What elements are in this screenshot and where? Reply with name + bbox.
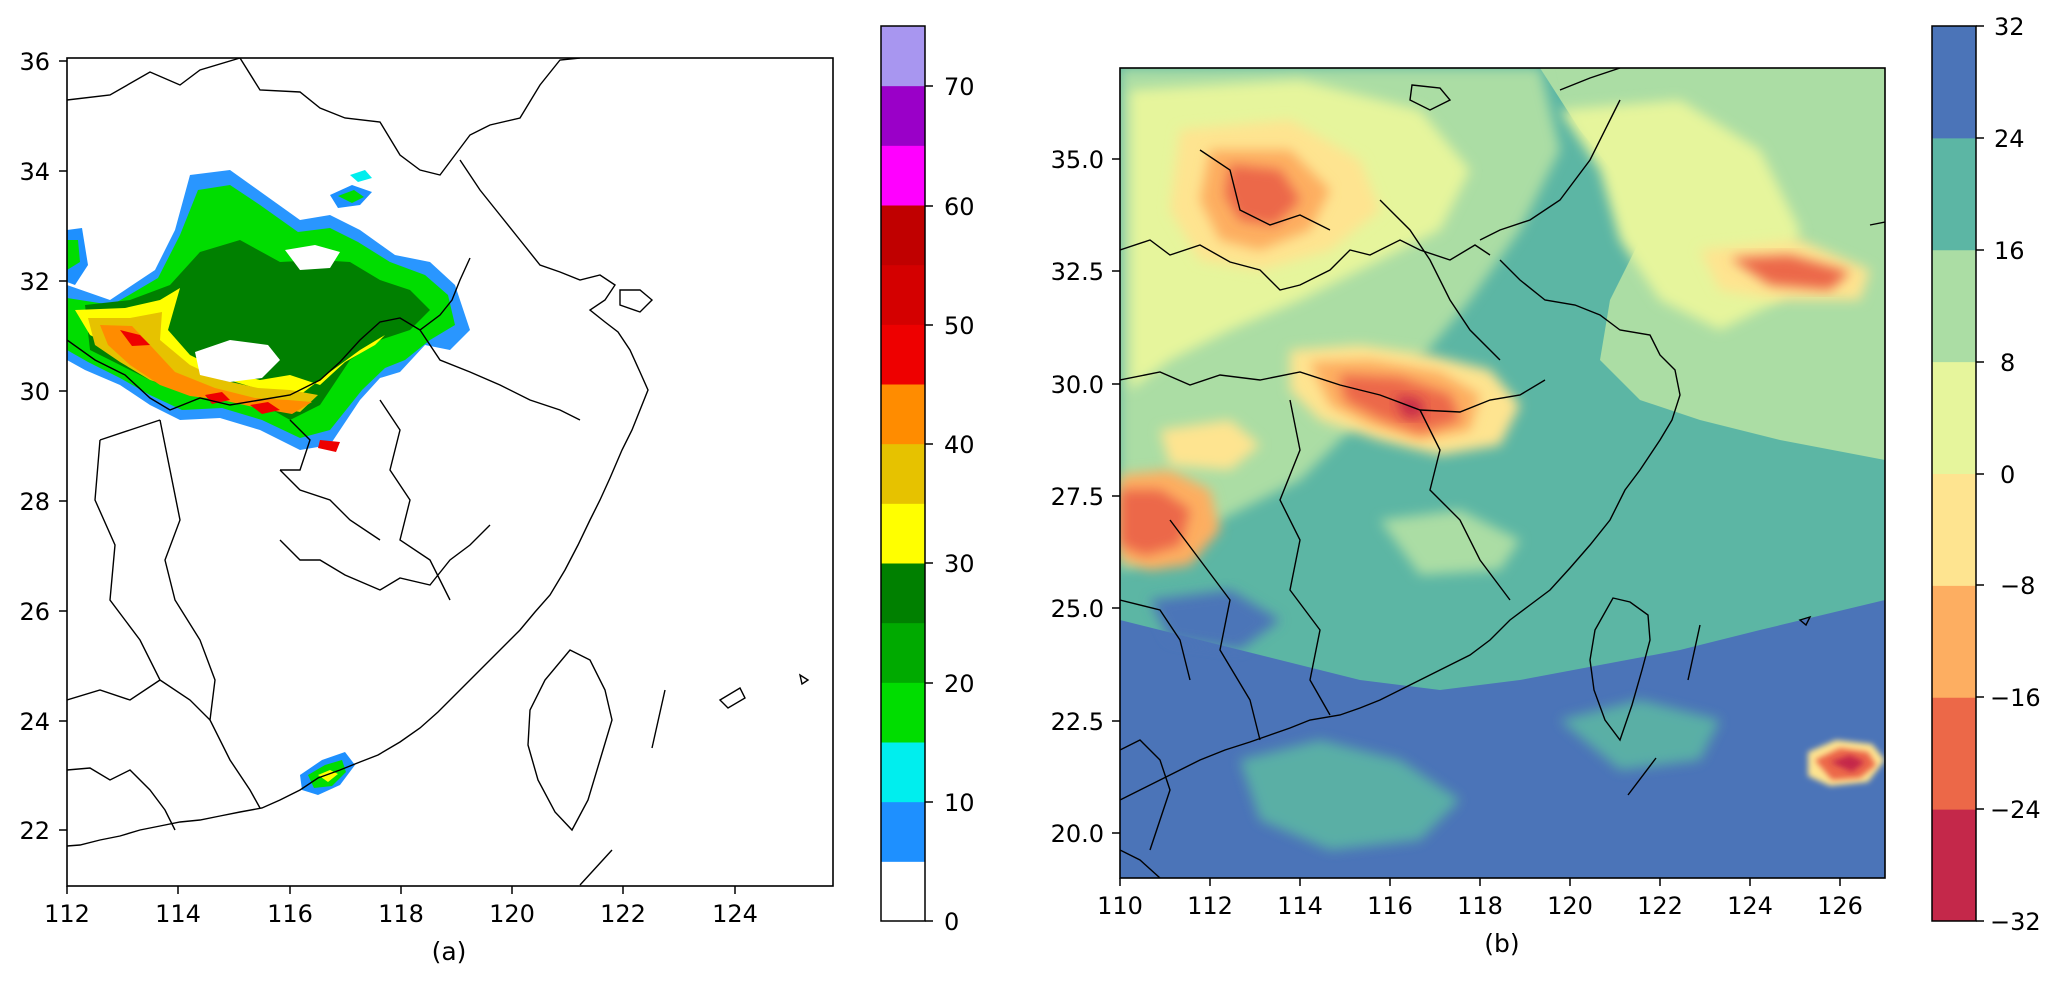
panel-a-y-axis [59,60,67,831]
panel-a-colorbar-segment [881,145,925,206]
panel-a-colorbar-segment [881,443,925,504]
panel-a-colorbar-segment [881,503,925,564]
panel-b-x-tick: 122 [1637,892,1683,920]
panel-b-y-axis [1112,158,1120,834]
panel-a-frame [66,57,834,887]
panel-b-x-tick: 120 [1547,892,1593,920]
panel-b-frame [1119,67,1886,879]
panel-a-y-tick: 34 [19,158,50,186]
panel-b-y-tick: 22.5 [1051,708,1104,736]
panel-a-colorbar-label: 60 [944,193,975,221]
panel-a-y-tick: 30 [19,378,50,406]
panel-b-x-tick: 118 [1457,892,1503,920]
panel-b-colorbar-segment [1932,249,1976,363]
panel-a-x-axis [66,886,736,894]
panel-b-y-tick: 20.0 [1051,820,1104,848]
panel-a-colorbar-segment [881,384,925,445]
panel-a: 112 114 116 118 120 122 124 22 24 26 28 … [19,25,975,966]
panel-b-x-tick: 116 [1367,892,1413,920]
brightness-temperature-field [1120,68,1885,878]
panel-a-colorbar-segment [881,563,925,624]
panel-b-x-tick: 110 [1097,892,1143,920]
panel-b-colorbar-segment [1932,585,1976,698]
panel-a-colorbar-segment [881,85,925,146]
panel-a-y-tick: 28 [19,488,50,516]
panel-a-boundaries [67,58,810,886]
panel-b-colorbar-label: 8 [2000,349,2015,377]
panel-a-colorbar: 0 10 20 30 40 50 60 70 [880,25,975,936]
panel-b-colorbar-label: −24 [1990,796,2041,824]
panel-a-y-tick: 32 [19,268,50,296]
panel-b-caption: (b) [1484,929,1519,958]
panel-b-y-tick: 30.0 [1051,371,1104,399]
panel-b-colorbar: −32 −24 −16 −8 0 8 16 24 32 [1931,13,2041,936]
panel-a-colorbar-segment [881,742,925,803]
panel-b-colorbar-segment [1932,473,1976,586]
panel-a-colorbar-label: 10 [944,789,975,817]
panel-a-colorbar-segment [881,205,925,266]
panel-b-colorbar-segment [1932,361,1976,474]
panel-b-colorbar-segment [1932,697,1976,810]
panel-b-y-tick: 35.0 [1051,146,1104,174]
radar-echo-field [67,170,470,795]
panel-b-colorbar-label: −8 [2000,572,2035,600]
panel-a-colorbar-label: 0 [944,908,959,936]
panel-b-x-tick: 124 [1727,892,1773,920]
panel-b-boundaries [1120,68,1885,878]
panel-b-colorbar-label: −32 [1990,908,2041,936]
panel-a-x-tick: 112 [44,900,90,928]
panel-b-x-tick: 126 [1817,892,1863,920]
panel-a-colorbar-label: 30 [944,550,975,578]
panel-b-map [1120,68,1885,878]
panel-a-colorbar-segment [881,26,925,87]
panel-b-colorbar-label: 16 [1994,237,2025,265]
panel-a-colorbar-segment [881,324,925,385]
panel-a-colorbar-segment [881,264,925,325]
panel-b-y-tick: 27.5 [1051,483,1104,511]
panel-a-y-tick: 24 [19,708,50,736]
panel-b-colorbar-segment [1932,137,1976,251]
panel-a-x-tick: 122 [600,900,646,928]
panel-a-x-tick: 116 [267,900,313,928]
panel-a-x-tick: 124 [712,900,758,928]
panel-a-y-tick: 26 [19,598,50,626]
panel-a-y-tick: 36 [19,48,50,76]
panel-a-x-tick: 118 [378,900,424,928]
panel-a-colorbar-segment [881,801,925,862]
panel-a-x-tick: 114 [155,900,201,928]
panel-a-map [67,58,833,886]
panel-a-x-tick: 120 [489,900,535,928]
panel-b-y-tick: 32.5 [1051,258,1104,286]
panel-b-x-axis [1119,878,1841,886]
panel-a-colorbar-label: 50 [944,312,975,340]
panel-a-colorbar-label: 70 [944,73,975,101]
panel-b-x-tick: 112 [1187,892,1233,920]
panel-a-caption: (a) [432,937,467,966]
panel-b-y-tick: 25.0 [1051,595,1104,623]
panel-b-colorbar-label: 0 [2000,461,2015,489]
panel-a-colorbar-segment [881,622,925,683]
panel-b-colorbar-segment [1932,26,1976,139]
panel-a-colorbar-label: 40 [944,431,975,459]
panel-b-colorbar-segment [1932,809,1976,922]
panel-a-y-tick: 22 [19,817,50,845]
panel-b-colorbar-label: −16 [1990,684,2041,712]
panel-a-colorbar-label: 20 [944,670,975,698]
panel-b-colorbar-label: 32 [1994,13,2025,41]
panel-a-colorbar-segment [881,682,925,743]
panel-b: 110 112 114 116 118 120 122 124 126 20.0… [1051,13,2041,958]
panel-b-colorbar-label: 24 [1994,125,2025,153]
panel-a-colorbar-segment [881,861,925,922]
panel-b-x-tick: 114 [1277,892,1323,920]
